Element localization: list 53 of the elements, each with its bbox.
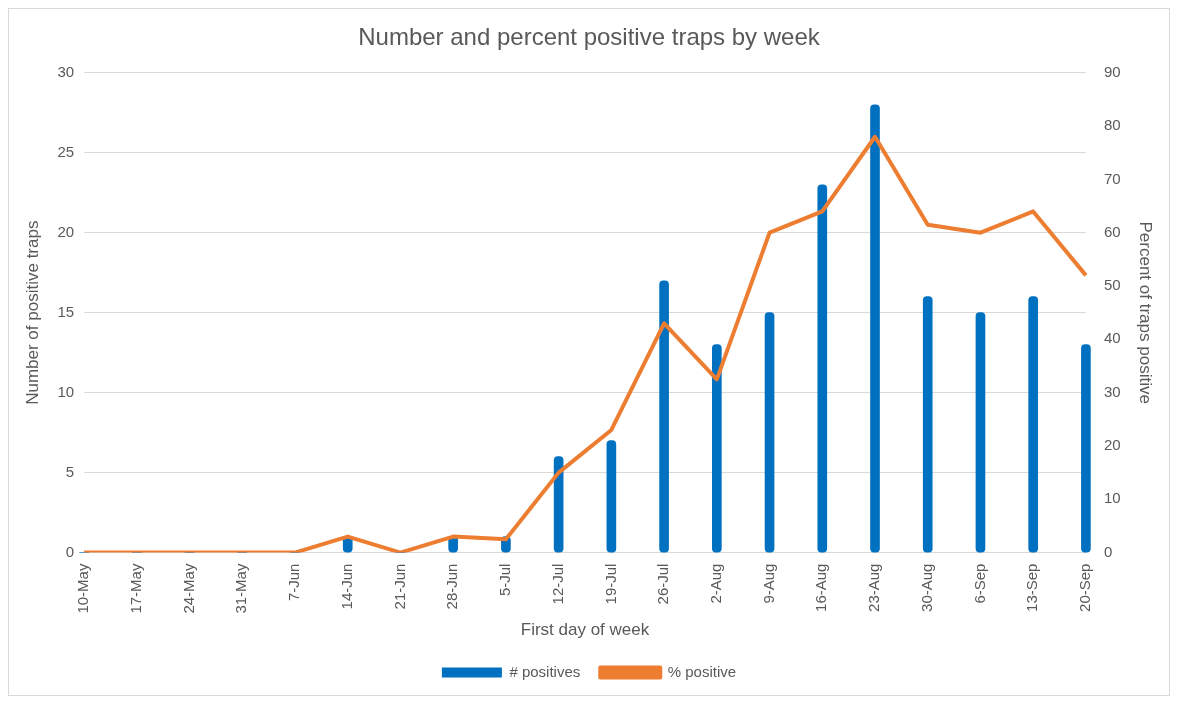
x-axis-title: First day of week bbox=[520, 620, 650, 640]
y2-tick-label: 20 bbox=[1103, 436, 1121, 454]
y-tick-label: 25 bbox=[57, 142, 75, 160]
bar bbox=[1028, 296, 1039, 553]
y2-tick-label: 70 bbox=[1103, 169, 1121, 187]
x-tick-label: 30-Aug bbox=[917, 563, 935, 612]
y2-tick-label: 40 bbox=[1103, 329, 1121, 347]
y2-tick-label: 30 bbox=[1103, 382, 1121, 400]
legend-label: # positives bbox=[509, 662, 581, 680]
x-tick-label: 28-Jun bbox=[443, 563, 461, 610]
y-axis-title: Number of positive traps bbox=[22, 220, 42, 405]
x-tick-label: 2-Aug bbox=[706, 563, 724, 604]
y-tick-label: 15 bbox=[57, 302, 75, 320]
bar bbox=[711, 344, 722, 553]
y-tick-label: 10 bbox=[57, 382, 75, 400]
x-tick-label: 19-Jul bbox=[601, 563, 619, 605]
bar bbox=[817, 184, 828, 553]
x-tick-label: 12-Jul bbox=[548, 563, 566, 605]
bar bbox=[1081, 344, 1091, 553]
bar bbox=[659, 280, 669, 553]
x-tick-label: 23-Aug bbox=[865, 563, 883, 612]
y2-tick-label: 80 bbox=[1103, 116, 1121, 134]
bar bbox=[764, 312, 775, 553]
x-tick-label: 6-Sep bbox=[970, 563, 988, 604]
x-tick-label: 20-Sep bbox=[1076, 563, 1094, 612]
y2-tick-label: 10 bbox=[1103, 489, 1121, 507]
y2-tick-label: 50 bbox=[1103, 276, 1121, 294]
y2-axis-title: Percent of traps positive bbox=[1136, 221, 1156, 404]
x-tick-label: 14-Jun bbox=[337, 563, 355, 610]
x-tick-label: 16-Aug bbox=[812, 563, 830, 612]
y-tick-label: 20 bbox=[57, 222, 75, 240]
x-tick-label: 5-Jul bbox=[496, 563, 514, 597]
x-tick-label: 10-May bbox=[74, 563, 92, 614]
x-tick-label: 13-Sep bbox=[1023, 563, 1041, 612]
y2-tick-label: 60 bbox=[1103, 222, 1121, 240]
bar bbox=[922, 296, 933, 553]
bar bbox=[606, 440, 617, 553]
chart-title: Number and percent positive traps by week bbox=[358, 23, 821, 51]
y-tick-label: 5 bbox=[65, 462, 75, 480]
x-tick-label: 7-Jun bbox=[285, 563, 303, 602]
y2-tick-label: 90 bbox=[1103, 62, 1121, 80]
bar bbox=[870, 104, 880, 553]
bar bbox=[975, 312, 986, 553]
x-tick-label: 9-Aug bbox=[759, 563, 777, 604]
x-tick-label: 31-May bbox=[232, 563, 250, 614]
x-tick-label: 26-Jul bbox=[654, 563, 672, 605]
y-tick-label: 0 bbox=[65, 542, 75, 560]
x-tick-label: 17-May bbox=[126, 563, 144, 614]
y-tick-label: 30 bbox=[57, 62, 75, 80]
x-tick-label: 24-May bbox=[179, 563, 197, 614]
y2-tick-label: 0 bbox=[1103, 542, 1113, 560]
x-tick-label: 21-Jun bbox=[390, 563, 408, 610]
legend-label: % positive bbox=[667, 662, 737, 680]
